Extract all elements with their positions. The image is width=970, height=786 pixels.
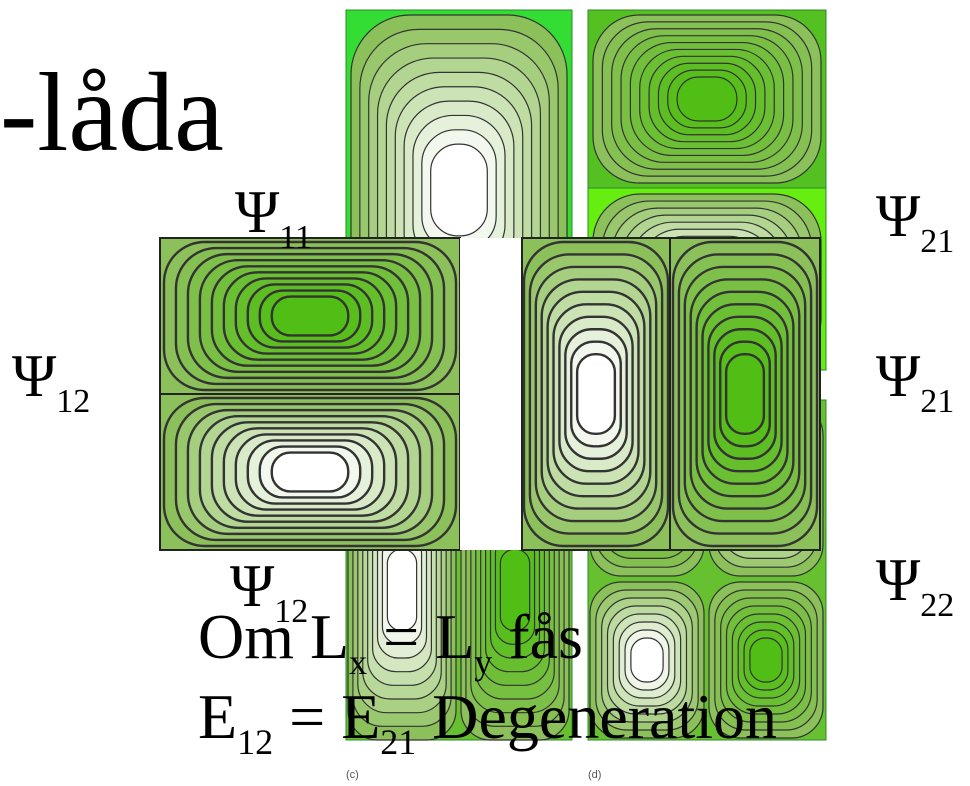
- panel-caption: (c): [346, 769, 359, 781]
- contour: [677, 77, 737, 121]
- front-plots: [160, 238, 820, 550]
- gap: [460, 238, 522, 550]
- text: fås: [492, 601, 583, 672]
- text: Om L: [198, 601, 349, 672]
- slide-title: -låda: [0, 51, 224, 175]
- subscript: x: [349, 642, 367, 682]
- subscript: 12: [237, 722, 273, 762]
- text: = E: [273, 681, 380, 752]
- contour: [431, 144, 488, 236]
- psi-label: Ψ22: [876, 547, 954, 624]
- psi: Ψ: [876, 343, 921, 409]
- contour: [577, 354, 615, 434]
- psi-label: Ψ21: [876, 183, 954, 260]
- psi-label: Ψ11: [235, 179, 312, 256]
- psi-index: 22: [920, 587, 954, 624]
- psi: Ψ: [12, 343, 57, 409]
- psi-index: 21: [920, 383, 954, 420]
- subscript: y: [474, 642, 492, 682]
- statement-line: E12 = E21 Degeneration: [198, 681, 777, 762]
- contour: [726, 354, 764, 434]
- psi: Ψ: [876, 547, 921, 613]
- subscript: 21: [380, 722, 416, 762]
- psi-label: Ψ12: [12, 343, 90, 420]
- contour: [272, 297, 349, 336]
- statement-line: Om Lx = Ly fås: [198, 601, 583, 682]
- psi-index: 12: [56, 383, 90, 420]
- panel-caption: (d): [588, 769, 601, 781]
- psi: Ψ: [876, 183, 921, 249]
- contour: [631, 638, 663, 682]
- contour: [272, 453, 349, 492]
- psi: Ψ: [235, 179, 280, 245]
- psi-index: 11: [279, 219, 312, 256]
- contour: [750, 638, 782, 682]
- slide: -låda Ψ11 Ψ21 Ψ12 Ψ21 Ψ12 Ψ22 Om Lx = Ly…: [0, 0, 970, 786]
- psi-label: Ψ21: [876, 343, 954, 420]
- psi-index: 21: [920, 223, 954, 260]
- text: Degeneration: [416, 681, 777, 752]
- text: = L: [367, 601, 474, 672]
- text: E: [198, 681, 237, 752]
